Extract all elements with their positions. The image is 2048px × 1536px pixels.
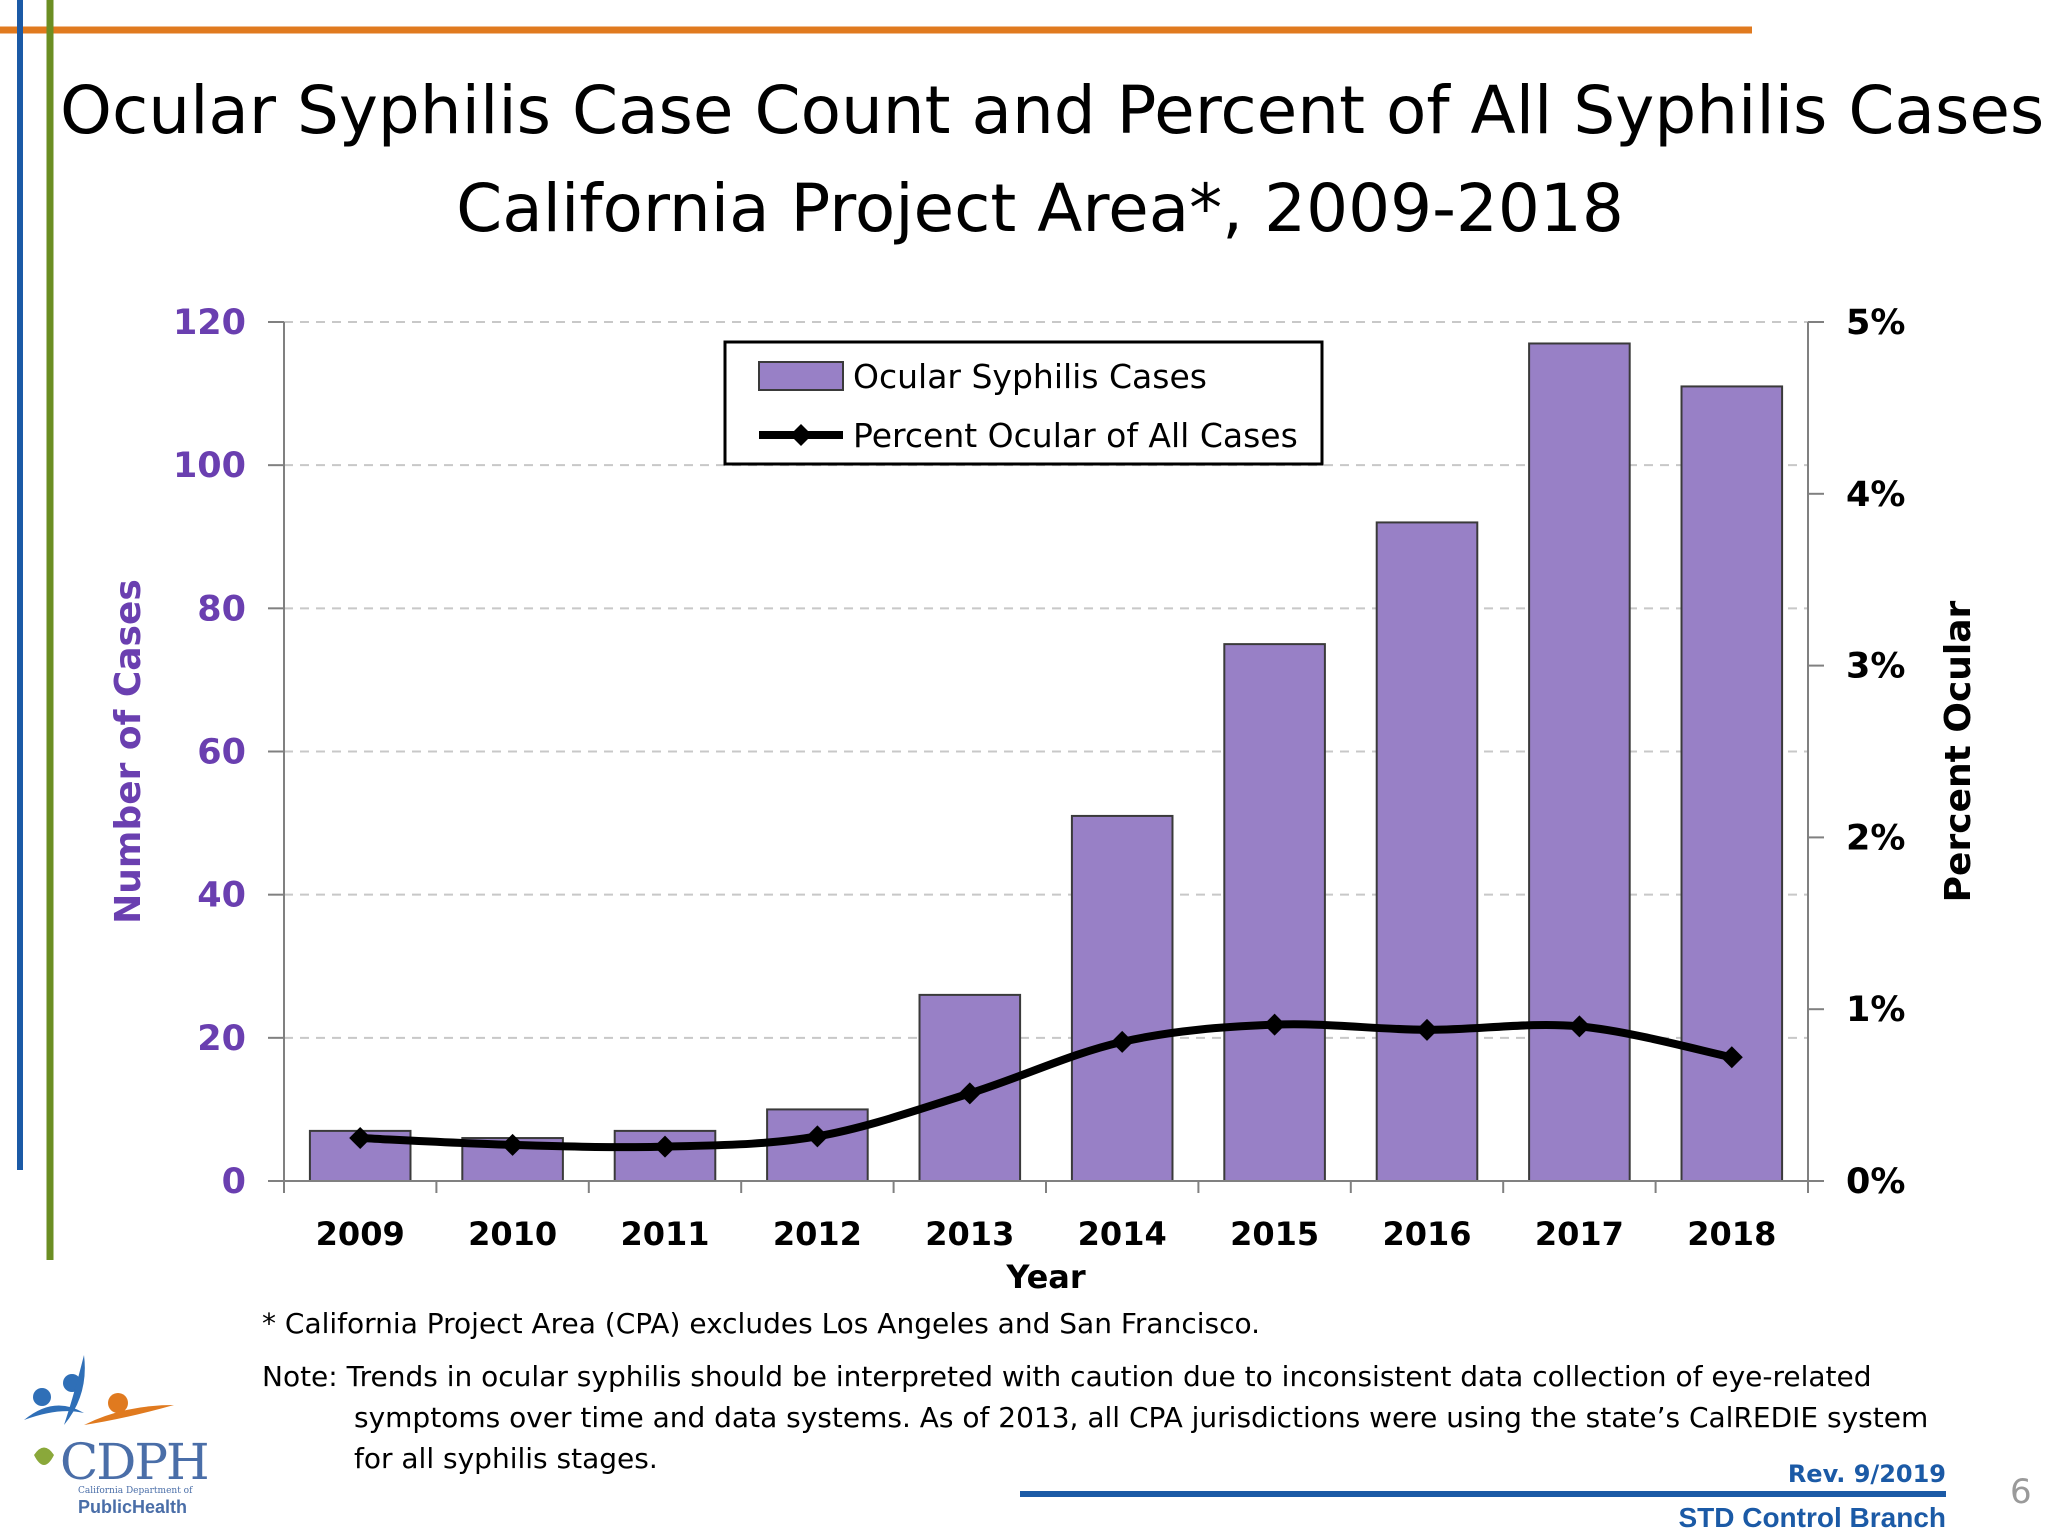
- line-point: [501, 1133, 524, 1156]
- bar-series: [308, 342, 1784, 1183]
- line-point: [806, 1125, 829, 1148]
- axes: [268, 321, 1824, 1193]
- bar: [1528, 342, 1631, 1183]
- logo-tagline: PublicHealth: [78, 1497, 188, 1517]
- logo-wordmark: CDPH: [60, 1433, 210, 1491]
- legend-label: Ocular Syphilis Cases: [853, 357, 1207, 396]
- legend: Ocular Syphilis Cases Percent Ocular of A…: [723, 340, 1324, 466]
- title-line-2: California Project Area*, 2009-2018: [456, 170, 1624, 247]
- x-tick-label: 2018: [1687, 1215, 1776, 1253]
- line-point: [1568, 1015, 1591, 1038]
- line-series: [349, 1013, 1743, 1158]
- line-point: [654, 1135, 676, 1158]
- x-axis-title: Year: [1005, 1258, 1086, 1296]
- line-point: [958, 1082, 981, 1105]
- left-tick-label: 0: [222, 1162, 246, 1202]
- left-tick-label: 20: [197, 1019, 246, 1059]
- y-axis-right-title: Percent Ocular: [1938, 600, 1979, 902]
- bar: [1375, 521, 1479, 1182]
- branch-name: STD Control Branch: [1678, 1502, 1946, 1533]
- line-point: [1720, 1046, 1743, 1069]
- line-point: [1416, 1018, 1438, 1041]
- left-tick-label: 80: [197, 589, 246, 629]
- x-tick-label: 2015: [1230, 1215, 1319, 1253]
- x-tick-label: 2017: [1535, 1215, 1624, 1253]
- cdph-logo-icon: [24, 1355, 174, 1465]
- bar: [1070, 814, 1174, 1182]
- right-tick-label: 1%: [1846, 990, 1905, 1030]
- revision-date: Rev. 9/2019: [1787, 1460, 1946, 1488]
- caution-note: Note: Trends in ocular syphilis should b…: [262, 1360, 1929, 1475]
- line-point: [349, 1127, 372, 1150]
- x-tick-label: 2012: [773, 1215, 862, 1253]
- page-title: Ocular Syphilis Case Count and Percent o…: [60, 62, 2045, 258]
- right-tick-label: 3%: [1846, 647, 1905, 687]
- left-tick-label: 40: [197, 876, 246, 916]
- left-tick-label: 120: [173, 303, 246, 343]
- percent-line: [360, 1020, 1733, 1152]
- x-tick-label: 2013: [925, 1215, 1014, 1253]
- title-line-1: Ocular Syphilis Case Count and Percent o…: [60, 72, 2045, 149]
- footnote: * California Project Area (CPA) excludes…: [262, 1307, 1261, 1340]
- right-tick-label: 2%: [1846, 818, 1905, 858]
- page-number: 6: [2010, 1472, 2032, 1512]
- tick-labels: 0 20 40 60 80 100 120 0% 1% 2% 3% 4% 5% 2009 2010 2011 2…: [108, 303, 1979, 1296]
- slide-decoration: [0, 0, 1946, 1497]
- legend-bar-swatch: [758, 361, 844, 391]
- left-tick-label: 100: [173, 446, 246, 486]
- notes: * California Project Area (CPA) excludes…: [262, 1303, 1974, 1479]
- x-tick-label: 2014: [1078, 1215, 1167, 1253]
- bar: [1223, 643, 1326, 1182]
- line-point: [1111, 1030, 1134, 1053]
- logo-subtitle: California Department of: [78, 1486, 193, 1496]
- legend-line-marker: [790, 424, 812, 446]
- x-tick-label: 2011: [620, 1215, 709, 1253]
- right-tick-label: 4%: [1846, 475, 1905, 515]
- left-tick-label: 60: [197, 733, 246, 773]
- line-point: [1263, 1013, 1286, 1036]
- legend-label: Percent Ocular of All Cases: [853, 416, 1298, 455]
- right-tick-label: 5%: [1846, 303, 1905, 343]
- x-tick-label: 2009: [316, 1215, 405, 1253]
- right-tick-label: 0%: [1846, 1162, 1905, 1202]
- x-tick-label: 2016: [1382, 1215, 1471, 1253]
- y-axis-title: Number of Cases: [108, 579, 149, 924]
- x-tick-label: 2010: [468, 1215, 557, 1253]
